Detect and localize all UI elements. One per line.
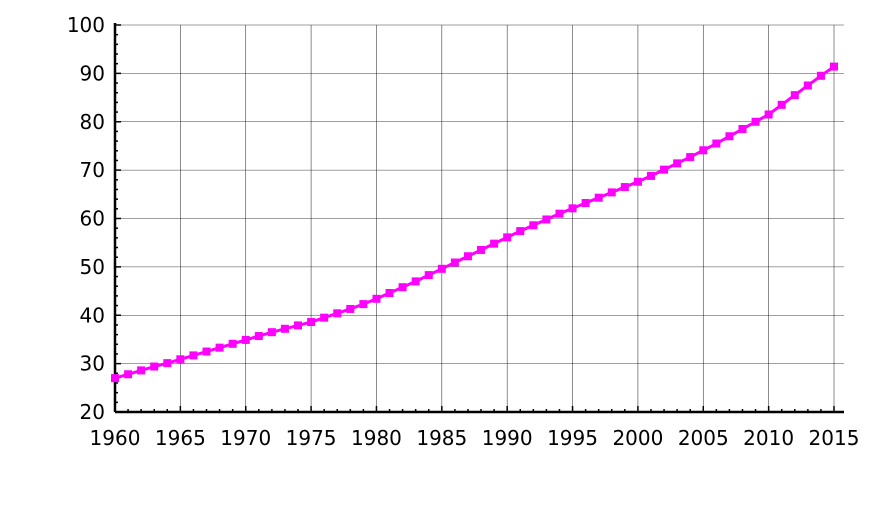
data-point-1980 [372,294,381,303]
data-point-1988 [477,245,486,254]
data-point-1994 [555,209,564,218]
data-point-1962 [137,366,146,375]
data-point-1999 [620,183,629,192]
data-point-1984 [424,271,433,280]
series [111,62,838,383]
data-point-2013 [803,81,812,90]
data-point-1989 [490,239,499,248]
data-point-2011 [777,100,786,109]
data-point-1972 [267,328,276,337]
data-point-1968 [215,343,224,352]
data-point-2008 [738,125,747,134]
data-point-1967 [202,347,211,356]
data-point-2007 [725,132,734,141]
data-point-1974 [294,321,303,330]
data-point-1993 [542,215,551,224]
data-point-1970 [241,335,250,344]
x-tick-label-2010: 2010 [743,426,794,450]
x-tick-label-1985: 1985 [416,426,467,450]
data-point-2003 [673,159,682,168]
data-point-2015 [830,62,838,71]
data-point-1966 [189,351,198,360]
x-tick-label-1975: 1975 [286,426,337,450]
data-point-1987 [463,252,472,261]
data-point-1965 [176,355,185,364]
x-tick-label-1960: 1960 [90,426,141,450]
x-tick-label-1965: 1965 [155,426,206,450]
y-tick-label-20: 20 [80,400,105,424]
data-point-1996 [581,199,590,208]
data-point-1983 [411,277,420,286]
data-point-2012 [790,91,799,100]
data-point-1979 [359,300,368,309]
y-tick-label-50: 50 [80,255,105,279]
data-point-1964 [163,359,172,368]
data-point-1969 [228,339,237,348]
x-tick-label-1980: 1980 [351,426,402,450]
data-point-2014 [816,71,825,80]
axes [113,23,844,414]
data-point-2000 [633,177,642,186]
data-point-1995 [568,204,577,213]
data-point-2001 [646,171,655,180]
y-tick-label-40: 40 [80,303,105,327]
data-point-1971 [254,332,263,341]
data-point-1963 [150,362,159,371]
data-point-1960 [111,374,119,383]
y-tick-label-90: 90 [80,61,105,85]
data-point-1978 [346,304,355,313]
data-point-1961 [124,370,133,379]
data-point-1991 [516,227,525,236]
data-point-2009 [751,117,760,126]
x-tick-label-1990: 1990 [482,426,533,450]
data-point-1977 [333,309,342,318]
data-point-2006 [712,139,721,148]
series-line-0 [114,65,835,380]
x-tick-label-2015: 2015 [809,426,860,450]
y-tick-label-60: 60 [80,207,105,231]
tick-labels: 1960 1965 1970 1975 1980 1985 1990 1995 2000 2005… [67,13,860,450]
data-point-1998 [607,188,616,197]
data-point-1992 [529,221,538,230]
data-point-2005 [699,146,708,155]
data-point-1973 [280,324,289,333]
data-point-1997 [594,193,603,202]
data-point-1986 [450,258,459,267]
x-tick-label-1995: 1995 [547,426,598,450]
y-tick-label-30: 30 [80,352,105,376]
y-tick-label-100: 100 [67,13,105,37]
data-point-1985 [437,264,446,273]
data-point-1990 [503,233,512,242]
data-point-1981 [385,288,394,297]
x-tick-label-2000: 2000 [612,426,663,450]
x-tick-label-2005: 2005 [678,426,729,450]
y-tick-label-80: 80 [80,110,105,134]
data-point-2004 [686,153,695,162]
data-point-1982 [398,283,407,292]
x-tick-label-1970: 1970 [220,426,271,450]
grid [115,24,844,412]
data-point-1976 [320,313,329,322]
data-point-2002 [660,165,669,174]
data-point-1975 [307,318,316,327]
data-point-2010 [764,110,773,119]
y-tick-label-70: 70 [80,158,105,182]
